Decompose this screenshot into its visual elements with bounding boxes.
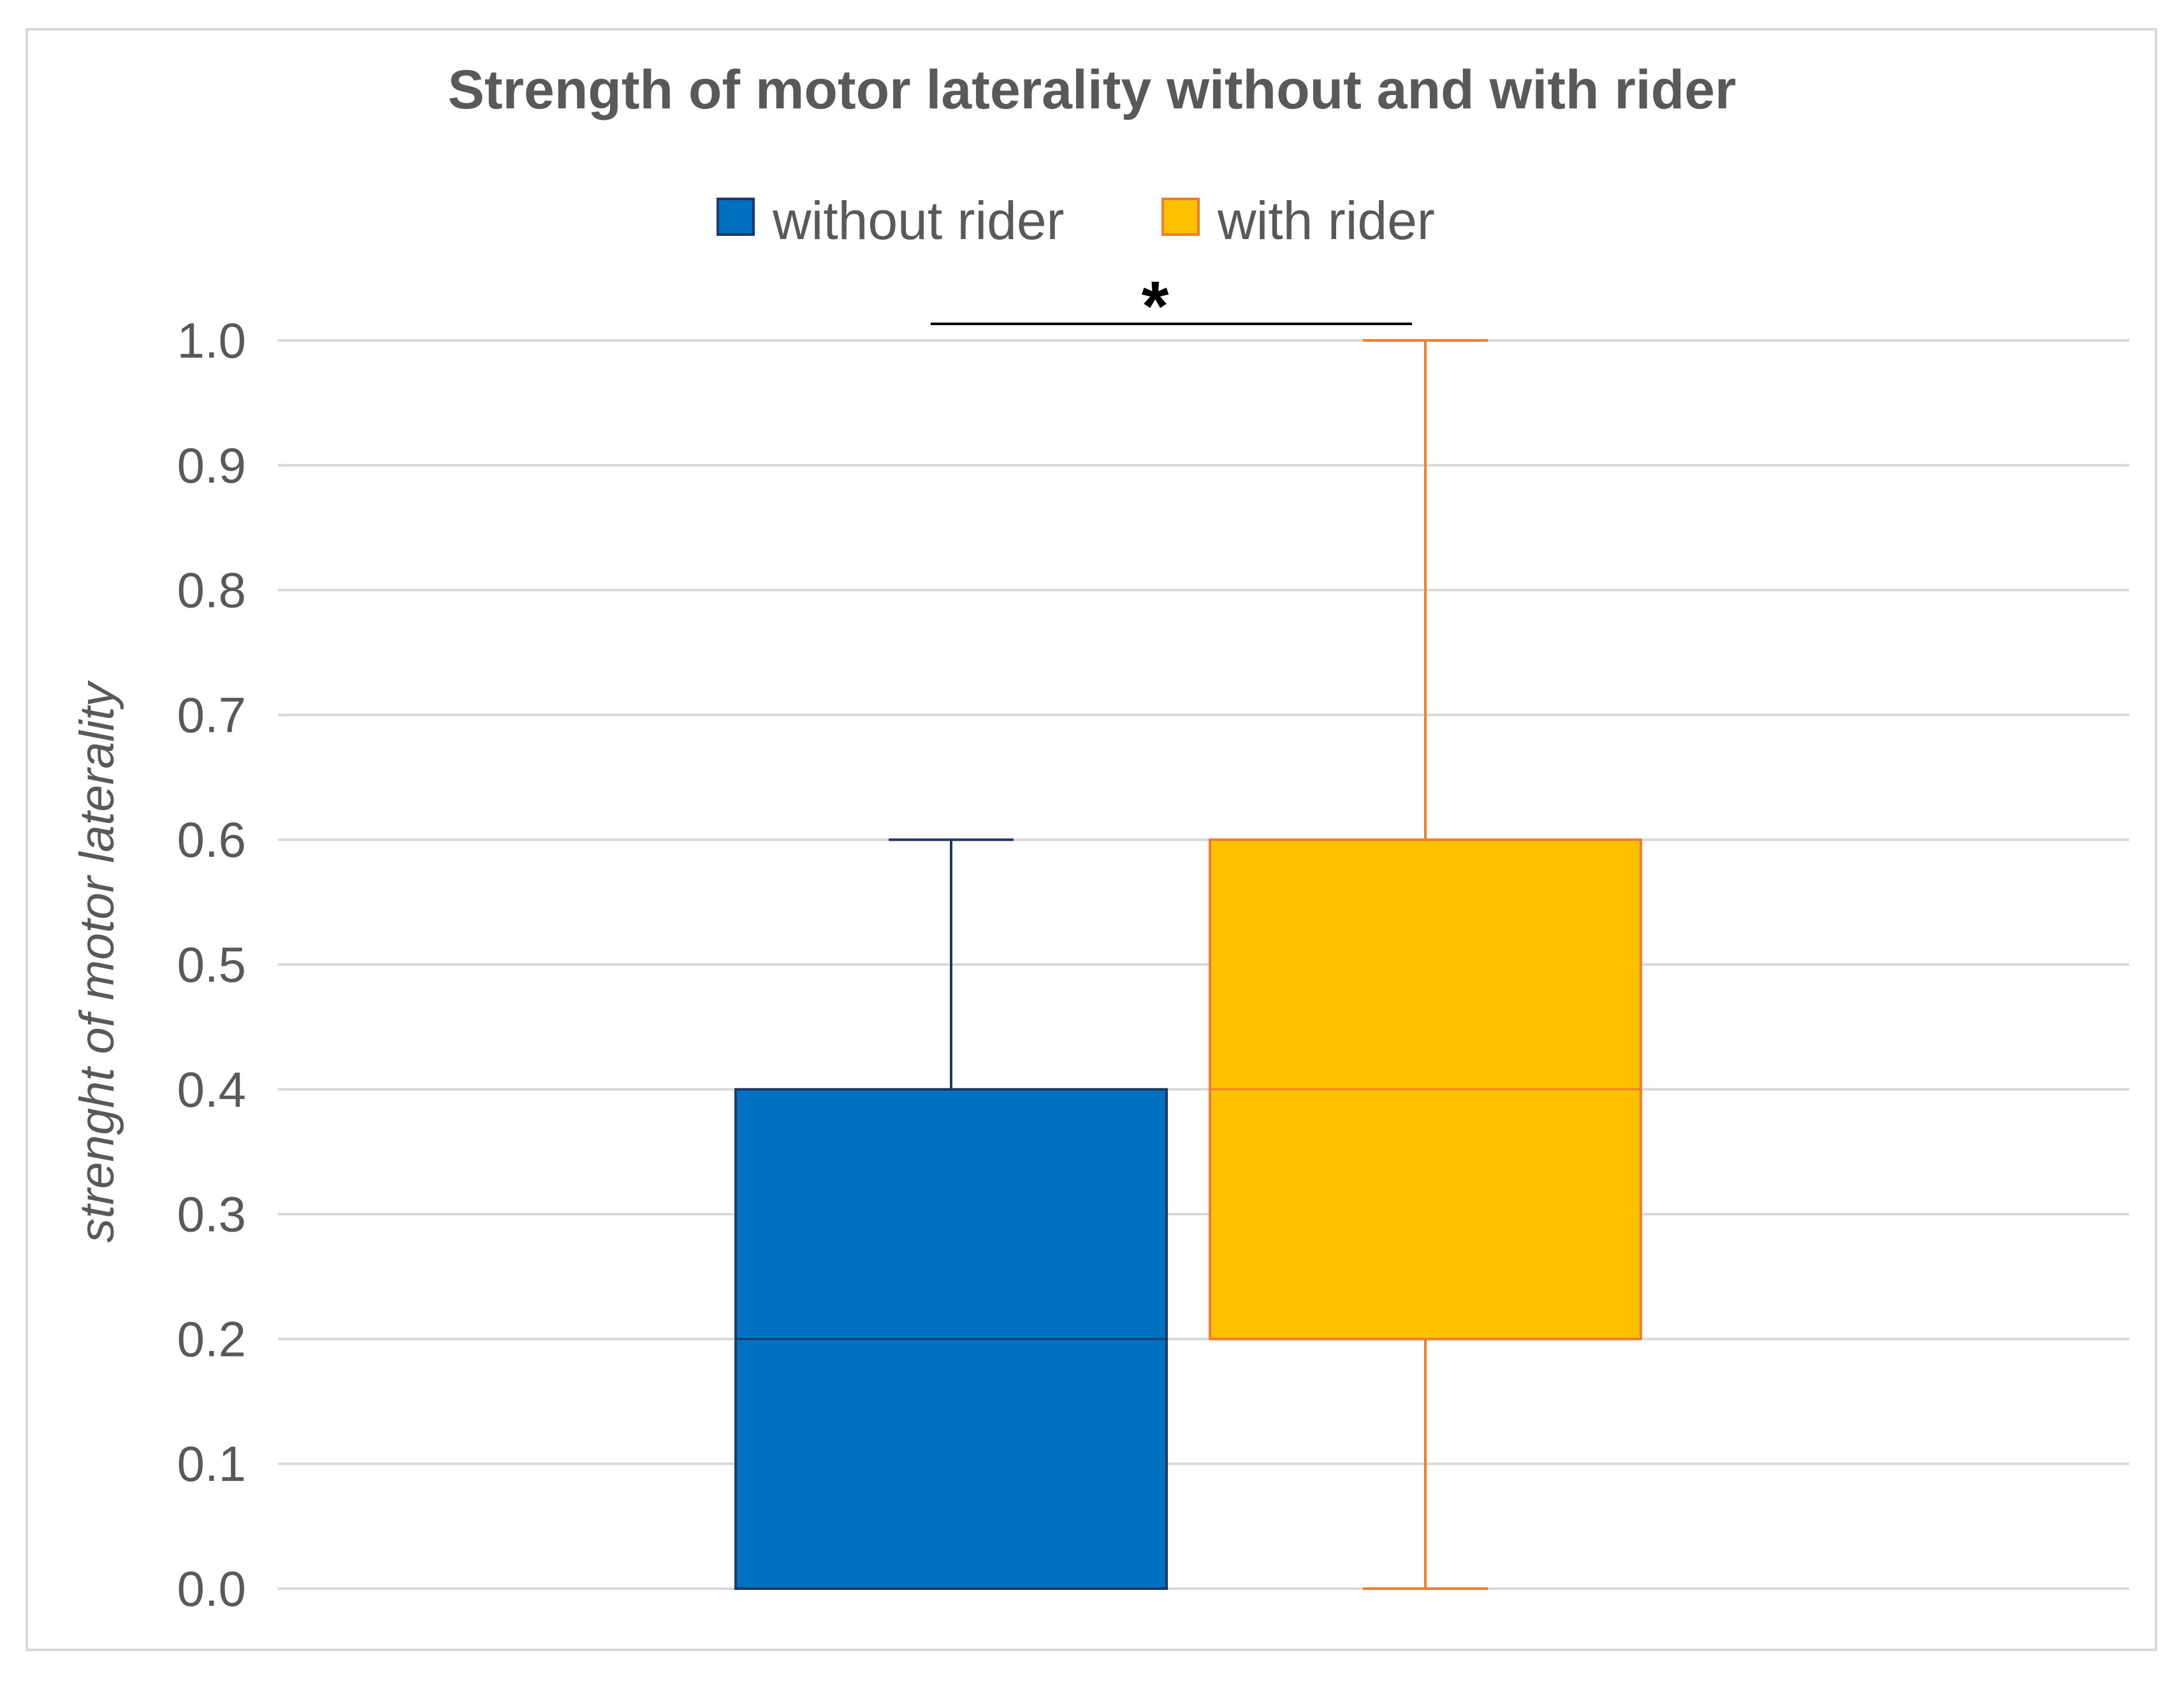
y-tick-label: 0.3	[177, 1186, 246, 1242]
box-with-rider	[1209, 339, 1642, 1590]
y-tick-label: 1.0	[177, 312, 246, 368]
y-tick-label: 0.4	[177, 1061, 246, 1118]
y-axis-label: strenght of motor laterality	[70, 680, 124, 1243]
legend-swatch-with-rider	[1161, 198, 1200, 236]
legend-label-with-rider: with rider	[1217, 191, 1435, 251]
significance-asterisk: *	[1142, 267, 1169, 346]
legend-label-without-rider: without rider	[772, 191, 1065, 251]
significance-marker: *	[931, 267, 1412, 346]
y-tick-label: 0.6	[177, 812, 246, 868]
gridlines	[278, 339, 2129, 1590]
box-series	[734, 339, 1642, 1591]
legend: without rider with rider	[717, 191, 1435, 251]
y-tick-label: 0.0	[177, 1561, 246, 1617]
y-tick-label: 0.5	[177, 936, 246, 993]
y-tick-label: 0.9	[177, 437, 246, 493]
y-axis-ticks: 0.0 0.1 0.2 0.3 0.4 0.5 0.6 0.7 0.8 0.9 1.0	[177, 312, 246, 1617]
box-without-rider	[734, 838, 1168, 1591]
y-tick-label: 0.1	[177, 1436, 246, 1492]
y-tick-label: 0.7	[177, 687, 246, 743]
legend-swatch-without-rider	[717, 198, 755, 236]
y-tick-label: 0.8	[177, 562, 246, 618]
chart-title: Strength of motor laterality without and…	[448, 59, 1736, 120]
y-tick-label: 0.2	[177, 1311, 246, 1367]
